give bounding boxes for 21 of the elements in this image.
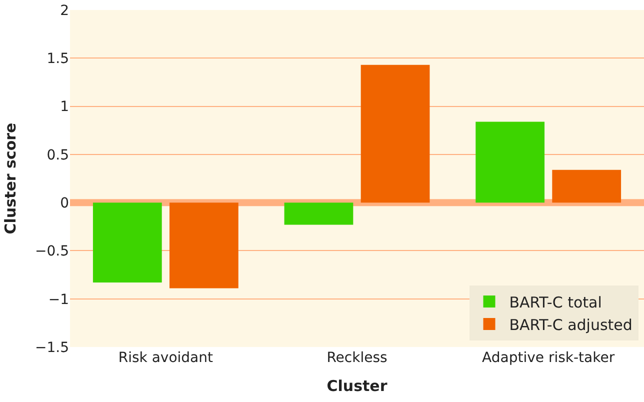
- y-tick-label: 0: [60, 195, 69, 212]
- legend-label: BART-C adjusted: [509, 316, 632, 334]
- y-tick-label: −1: [48, 292, 69, 308]
- x-tick-label: Risk avoidant: [118, 350, 214, 366]
- y-tick-label: 0.5: [46, 147, 69, 164]
- bar: [552, 170, 622, 203]
- y-tick-label: −1.5: [35, 340, 69, 356]
- bar: [284, 202, 354, 225]
- x-tick-label: Adaptive risk-taker: [482, 350, 615, 366]
- y-tick-label: 1.5: [46, 51, 69, 68]
- bar: [169, 202, 238, 288]
- y-axis-title: Cluster score: [1, 122, 20, 234]
- y-tick-label: 2: [60, 2, 69, 19]
- y-tick-label: 1: [60, 99, 69, 116]
- bar: [476, 122, 545, 203]
- x-tick-label: Reckless: [326, 350, 388, 366]
- x-axis-title: Cluster: [326, 377, 388, 395]
- bar: [360, 64, 430, 203]
- y-tick-label: −0.5: [35, 244, 69, 260]
- legend-label: BART-C total: [509, 293, 602, 312]
- bar: [92, 202, 162, 282]
